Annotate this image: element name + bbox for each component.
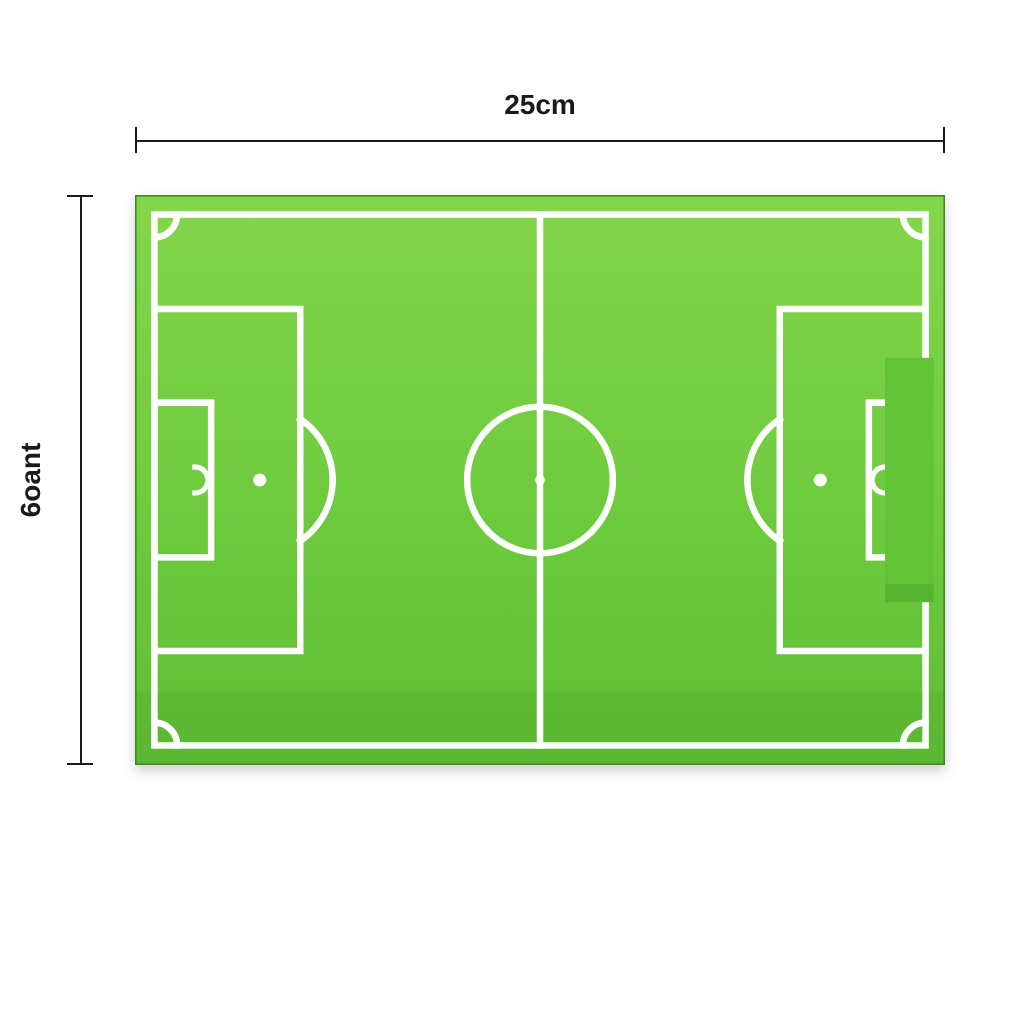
soccer-pitch-icon [135, 195, 945, 765]
height-dimension-line [80, 195, 82, 765]
width-dimension-label: 25cm [135, 89, 945, 121]
width-dimension: 25cm [135, 125, 945, 155]
height-dimension-label: 6oant [15, 443, 47, 518]
height-dimension: 6oant [65, 195, 95, 765]
width-dimension-cap-right [943, 127, 945, 153]
width-dimension-cap-left [135, 127, 137, 153]
height-dimension-cap-top [67, 195, 93, 197]
height-dimension-cap-bottom [67, 763, 93, 765]
soccer-pitch [135, 195, 945, 765]
width-dimension-line [135, 140, 945, 142]
